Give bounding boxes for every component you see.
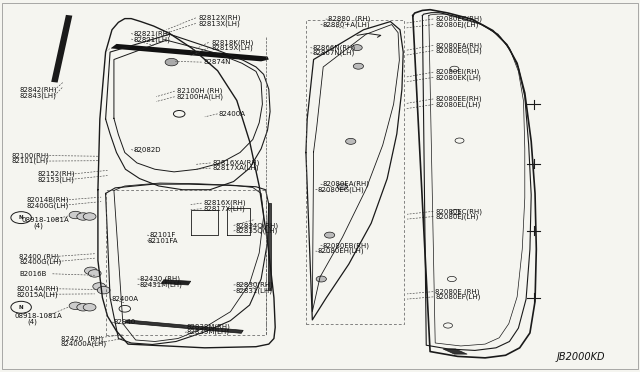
Text: 82101FA: 82101FA [147, 238, 178, 244]
Text: 82816X(RH): 82816X(RH) [204, 200, 246, 206]
Text: 82400A: 82400A [112, 296, 139, 302]
Text: 82830(RH): 82830(RH) [236, 282, 273, 288]
Text: 82819X(LH): 82819X(LH) [211, 44, 253, 51]
Text: 82818K(RH): 82818K(RH) [211, 39, 253, 46]
Text: 82080EC(RH): 82080EC(RH) [435, 208, 482, 215]
Text: 08918-1081A: 08918-1081A [14, 313, 62, 319]
Text: 82080EA(RH): 82080EA(RH) [435, 42, 482, 49]
Text: 82080EK(LH): 82080EK(LH) [435, 74, 481, 81]
Text: 82100HA(LH): 82100HA(LH) [177, 93, 223, 100]
Text: 82842(RH): 82842(RH) [19, 87, 57, 93]
Text: 82101(LH): 82101(LH) [12, 158, 49, 164]
Text: 82420  (RH): 82420 (RH) [61, 335, 103, 342]
Polygon shape [125, 320, 243, 333]
Circle shape [165, 58, 178, 66]
Text: 82831(LH): 82831(LH) [236, 287, 273, 294]
Text: 82100(RH): 82100(RH) [12, 152, 49, 159]
Text: 82080EF(LH): 82080EF(LH) [435, 294, 481, 300]
Text: N: N [19, 215, 24, 220]
Text: 82834Q(RH): 82834Q(RH) [236, 222, 278, 229]
Text: 824000A(LH): 824000A(LH) [61, 340, 107, 347]
Text: N: N [19, 305, 24, 310]
Text: 82840: 82840 [114, 319, 136, 325]
Text: 82082D: 82082D [133, 147, 161, 153]
Circle shape [77, 304, 90, 311]
Text: 82400G(LH): 82400G(LH) [19, 259, 61, 265]
Text: (4): (4) [33, 222, 43, 229]
Polygon shape [106, 44, 269, 61]
Polygon shape [443, 349, 467, 354]
Text: 82015A(LH): 82015A(LH) [17, 291, 58, 298]
Text: 82400G(LH): 82400G(LH) [27, 202, 69, 209]
Text: 82080EI(RH): 82080EI(RH) [435, 69, 479, 76]
Text: 82821(LH): 82821(LH) [133, 36, 170, 43]
Text: 82080EE(RH): 82080EE(RH) [435, 96, 482, 102]
Circle shape [324, 232, 335, 238]
Circle shape [83, 213, 96, 220]
Polygon shape [268, 203, 271, 290]
Text: 82080EG(LH): 82080EG(LH) [317, 186, 364, 193]
Text: (4): (4) [27, 318, 36, 325]
Text: JB2000KD: JB2000KD [557, 352, 605, 362]
Circle shape [69, 211, 82, 219]
Text: 82080EL(LH): 82080EL(LH) [435, 101, 481, 108]
Circle shape [316, 276, 326, 282]
Text: 82880  (RH): 82880 (RH) [328, 16, 370, 22]
Text: 08918-1081A: 08918-1081A [21, 217, 69, 223]
Text: 82867N(LH): 82867N(LH) [312, 49, 355, 56]
Text: 82400 (RH): 82400 (RH) [19, 253, 60, 260]
Polygon shape [51, 15, 72, 83]
Text: 82080EC(RH): 82080EC(RH) [435, 16, 482, 22]
Circle shape [337, 184, 348, 190]
Text: 82816XA(RH): 82816XA(RH) [212, 160, 260, 166]
Polygon shape [161, 280, 191, 285]
Circle shape [88, 270, 101, 277]
Text: 82866N(RH): 82866N(RH) [312, 44, 355, 51]
Text: 82080EH(LH): 82080EH(LH) [317, 248, 364, 254]
Text: 82813X(LH): 82813X(LH) [198, 20, 240, 27]
Text: 82812X(RH): 82812X(RH) [198, 15, 241, 21]
Text: 82080EJ(LH): 82080EJ(LH) [435, 21, 479, 28]
Text: 82080EB(RH): 82080EB(RH) [323, 242, 369, 249]
Text: 82152(RH): 82152(RH) [37, 171, 75, 177]
Text: 82014B(RH): 82014B(RH) [27, 197, 69, 203]
Text: 82100H (RH): 82100H (RH) [177, 88, 222, 94]
Text: 82080EJ(LH): 82080EJ(LH) [435, 213, 479, 220]
Circle shape [69, 302, 82, 310]
Text: 82874N: 82874N [204, 59, 231, 65]
Text: 82843(LH): 82843(LH) [19, 92, 56, 99]
Text: 82430 (RH): 82430 (RH) [140, 276, 179, 282]
Circle shape [97, 286, 110, 294]
Text: 82400A: 82400A [219, 111, 246, 117]
Circle shape [346, 138, 356, 144]
Text: 82080EG(LH): 82080EG(LH) [435, 47, 482, 54]
Text: 82101F: 82101F [150, 232, 176, 238]
Text: 82880+A(LH): 82880+A(LH) [323, 21, 370, 28]
Circle shape [84, 267, 97, 275]
Text: 82839M(LH): 82839M(LH) [187, 329, 230, 336]
Circle shape [77, 213, 90, 220]
Text: 82817X(LH): 82817X(LH) [204, 205, 245, 212]
Text: 82080EA(RH): 82080EA(RH) [323, 181, 369, 187]
Text: 82014A(RH): 82014A(RH) [17, 285, 59, 292]
Text: B2016B: B2016B [19, 271, 47, 277]
Text: 82817XA(LH): 82817XA(LH) [212, 165, 259, 171]
Circle shape [93, 283, 106, 290]
Text: 82835Q(LH): 82835Q(LH) [236, 228, 278, 234]
Text: 82838M(RH): 82838M(RH) [187, 323, 231, 330]
Circle shape [83, 304, 96, 311]
Text: 82153(LH): 82153(LH) [37, 176, 74, 183]
Text: 82821(RH): 82821(RH) [133, 30, 171, 37]
Circle shape [352, 45, 362, 51]
Text: 82431M(LH): 82431M(LH) [140, 281, 182, 288]
Text: 82080E (RH): 82080E (RH) [435, 288, 480, 295]
Circle shape [353, 63, 364, 69]
